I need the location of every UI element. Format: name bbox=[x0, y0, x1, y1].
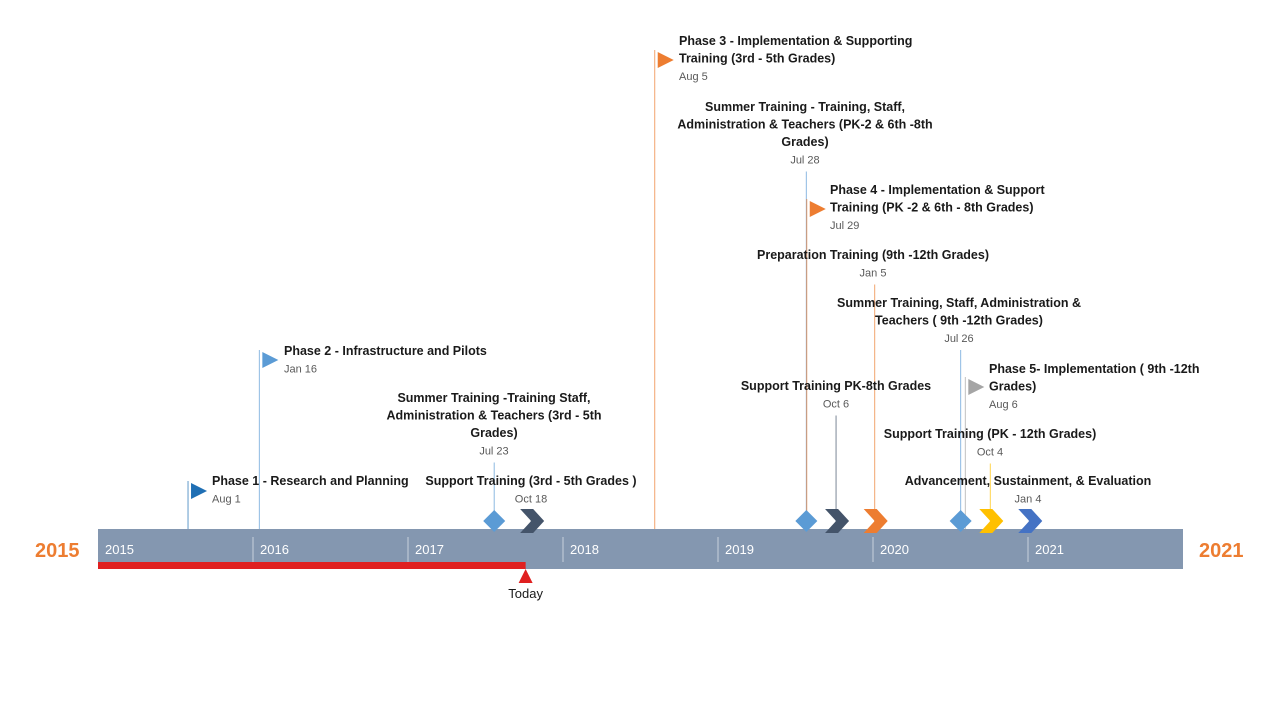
milestone-title: Grades) bbox=[781, 135, 828, 149]
milestone-title: Administration & Teachers (3rd - 5th bbox=[386, 409, 601, 423]
milestone: Support Training PK-8th Grades Oct 6 bbox=[741, 379, 931, 533]
milestone-date: Jul 26 bbox=[944, 333, 973, 345]
milestone: Phase 4 - Implementation & Support Traini… bbox=[809, 183, 1045, 232]
milestone: Support Training (3rd - 5th Grades ) Oct … bbox=[425, 474, 637, 533]
milestone-date: Aug 5 bbox=[679, 71, 708, 83]
milestone: Summer Training, Staff, Administration &… bbox=[837, 296, 1081, 532]
milestone-title: Support Training (3rd - 5th Grades ) bbox=[425, 474, 636, 488]
milestone-title: Phase 3 - Implementation & Supporting bbox=[679, 34, 912, 48]
year-label: 2017 bbox=[415, 542, 444, 557]
diamond-icon bbox=[795, 510, 818, 532]
milestone-title: Summer Training -Training Staff, bbox=[397, 391, 590, 405]
milestone-title: Grades) bbox=[470, 426, 517, 440]
milestone-date: Oct 6 bbox=[823, 399, 849, 411]
milestone-date: Aug 1 bbox=[212, 494, 241, 506]
milestone-title: Preparation Training (9th -12th Grades) bbox=[757, 248, 989, 262]
year-label: 2018 bbox=[570, 542, 599, 557]
flag-icon bbox=[968, 379, 985, 395]
milestone-title: Summer Training, Staff, Administration & bbox=[837, 296, 1081, 310]
flag-icon bbox=[191, 483, 208, 499]
milestone-title: Phase 5- Implementation ( 9th -12th bbox=[989, 362, 1199, 376]
chevron-icon bbox=[863, 509, 888, 533]
milestone-date: Jul 23 bbox=[479, 446, 508, 458]
milestone-title: Phase 1 - Research and Planning bbox=[212, 474, 409, 488]
milestone-title: Training (3rd - 5th Grades) bbox=[679, 52, 835, 66]
milestone-date: Jul 29 bbox=[830, 220, 859, 232]
milestone-title: Phase 4 - Implementation & Support bbox=[830, 183, 1045, 197]
milestone: Advancement, Sustainment, & Evaluation Ja… bbox=[905, 474, 1152, 533]
milestone: Support Training (PK - 12th Grades) Oct 4 bbox=[884, 427, 1097, 533]
flag-icon bbox=[809, 201, 826, 217]
milestone: Preparation Training (9th -12th Grades) J… bbox=[757, 248, 989, 533]
year-label: 2019 bbox=[725, 542, 754, 557]
milestone: Phase 1 - Research and Planning Aug 1 bbox=[191, 474, 409, 506]
elapsed-progress-bar bbox=[98, 562, 526, 569]
chevron-icon bbox=[520, 509, 545, 533]
milestone-date: Jan 16 bbox=[284, 364, 317, 376]
start-year-label: 2015 bbox=[35, 540, 80, 562]
milestone-title: Support Training PK-8th Grades bbox=[741, 379, 931, 393]
milestone: Phase 5- Implementation ( 9th -12th Grade… bbox=[968, 362, 1199, 411]
milestone-title: Summer Training - Training, Staff, bbox=[705, 100, 905, 114]
milestone-date: Jan 4 bbox=[1015, 494, 1042, 506]
milestone-date: Jul 28 bbox=[790, 155, 819, 167]
diamond-icon bbox=[949, 510, 972, 532]
milestone-title: Phase 2 - Infrastructure and Pilots bbox=[284, 344, 487, 358]
milestone: Summer Training - Training, Staff, Admini… bbox=[677, 100, 933, 532]
today-marker bbox=[518, 569, 533, 583]
flag-icon bbox=[657, 52, 674, 68]
year-label: 2016 bbox=[260, 542, 289, 557]
year-label: 2020 bbox=[880, 542, 909, 557]
milestone-title: Training (PK -2 & 6th - 8th Grades) bbox=[830, 201, 1034, 215]
chevron-icon bbox=[1018, 509, 1043, 533]
milestone: Phase 3 - Implementation & Supporting Tra… bbox=[657, 34, 912, 83]
milestone-date: Aug 6 bbox=[989, 399, 1018, 411]
chevron-icon bbox=[979, 509, 1004, 533]
milestone-title: Support Training (PK - 12th Grades) bbox=[884, 427, 1097, 441]
flag-icon bbox=[262, 352, 279, 368]
year-ticks: 2015 2016 2017 2018 2019 2020 2021 bbox=[105, 537, 1064, 562]
milestone-date: Oct 4 bbox=[977, 447, 1003, 459]
year-label: 2015 bbox=[105, 542, 134, 557]
milestone-date: Oct 18 bbox=[515, 494, 547, 506]
milestone: Summer Training -Training Staff, Administ… bbox=[386, 391, 602, 532]
diamond-icon bbox=[483, 510, 506, 532]
milestone: Phase 2 - Infrastructure and Pilots Jan 1… bbox=[262, 344, 487, 376]
milestone-date: Jan 5 bbox=[860, 268, 887, 280]
milestone-title: Grades) bbox=[989, 380, 1036, 394]
milestone-title: Teachers ( 9th -12th Grades) bbox=[875, 314, 1043, 328]
end-year-label: 2021 bbox=[1199, 540, 1244, 562]
milestone-title: Advancement, Sustainment, & Evaluation bbox=[905, 474, 1152, 488]
milestone-title: Administration & Teachers (PK-2 & 6th -8… bbox=[677, 118, 932, 132]
chevron-icon bbox=[825, 509, 850, 533]
year-label: 2021 bbox=[1035, 542, 1064, 557]
today-label: Today bbox=[508, 586, 543, 601]
